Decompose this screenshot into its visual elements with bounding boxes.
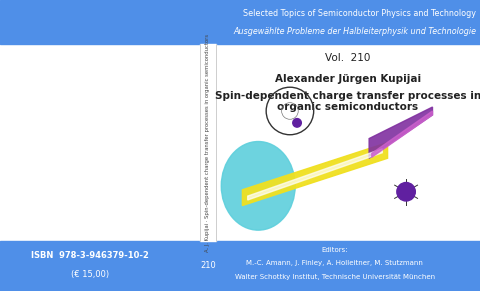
Bar (0, 44, 200, 241)
Polygon shape (248, 149, 383, 200)
Text: (€ 15,00): (€ 15,00) (71, 271, 109, 279)
Bar (216, 44, 480, 241)
Text: Selected Topics of Semiconductor Physics and Technology: Selected Topics of Semiconductor Physics… (243, 9, 476, 18)
Text: 210: 210 (200, 260, 216, 269)
Text: A. J. Kupijai · Spin-dependent charge transfer processes in organic semiconducto: A. J. Kupijai · Spin-dependent charge tr… (205, 33, 211, 251)
Text: ISBN  978-3-946379-10-2: ISBN 978-3-946379-10-2 (31, 251, 149, 260)
Polygon shape (372, 111, 432, 157)
Text: Spin-dependent charge transfer processes in: Spin-dependent charge transfer processes… (215, 91, 480, 101)
Text: organic semiconductors: organic semiconductors (277, 102, 419, 112)
Text: Walter Schottky Institut, Technische Universität München: Walter Schottky Institut, Technische Uni… (235, 274, 435, 280)
Bar (0, 241, 480, 291)
Circle shape (293, 119, 301, 127)
Text: M.-C. Amann, J. Finley, A. Holleitner, M. Stutzmann: M.-C. Amann, J. Finley, A. Holleitner, M… (246, 260, 423, 266)
Circle shape (397, 182, 415, 201)
Text: Editors:: Editors: (322, 247, 348, 253)
Bar (0, 0, 480, 44)
Text: Alexander Jürgen Kupijai: Alexander Jürgen Kupijai (275, 74, 421, 84)
Text: Ausgewählte Probleme der Halbleiterphysik und Technologie: Ausgewählte Probleme der Halbleiterphysi… (233, 27, 476, 36)
Bar (200, 44, 216, 241)
Polygon shape (369, 107, 432, 158)
Ellipse shape (221, 141, 295, 230)
Polygon shape (242, 143, 388, 205)
Text: Vol.  210: Vol. 210 (325, 53, 371, 63)
